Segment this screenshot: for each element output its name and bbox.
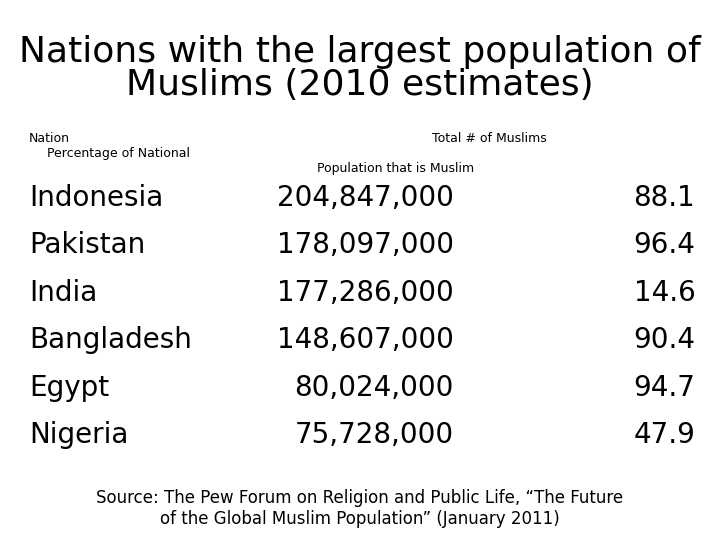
Text: 80,024,000: 80,024,000: [294, 374, 454, 402]
Text: 177,286,000: 177,286,000: [277, 279, 454, 307]
Text: 88.1: 88.1: [634, 184, 696, 212]
Text: Population that is Muslim: Population that is Muslim: [317, 162, 474, 175]
Text: Source: The Pew Forum on Religion and Public Life, “The Future: Source: The Pew Forum on Religion and Pu…: [96, 489, 624, 507]
Text: Egypt: Egypt: [29, 374, 109, 402]
Text: of the Global Muslim Population” (January 2011): of the Global Muslim Population” (Januar…: [160, 510, 560, 528]
Text: 96.4: 96.4: [634, 231, 696, 259]
Text: Percentage of National: Percentage of National: [47, 147, 190, 160]
Text: 148,607,000: 148,607,000: [276, 326, 454, 354]
Text: 204,847,000: 204,847,000: [276, 184, 454, 212]
Text: Muslims (2010 estimates): Muslims (2010 estimates): [126, 68, 594, 102]
Text: 178,097,000: 178,097,000: [276, 231, 454, 259]
Text: Nations with the largest population of: Nations with the largest population of: [19, 35, 701, 69]
Text: Indonesia: Indonesia: [29, 184, 163, 212]
Text: 47.9: 47.9: [634, 421, 696, 449]
Text: India: India: [29, 279, 97, 307]
Text: 94.7: 94.7: [634, 374, 696, 402]
Text: Bangladesh: Bangladesh: [29, 326, 192, 354]
Text: 14.6: 14.6: [634, 279, 696, 307]
Text: Nigeria: Nigeria: [29, 421, 128, 449]
Text: 90.4: 90.4: [634, 326, 696, 354]
Text: Pakistan: Pakistan: [29, 231, 145, 259]
Text: 75,728,000: 75,728,000: [294, 421, 454, 449]
Text: Nation: Nation: [29, 132, 70, 145]
Text: Total # of Muslims: Total # of Muslims: [432, 132, 546, 145]
